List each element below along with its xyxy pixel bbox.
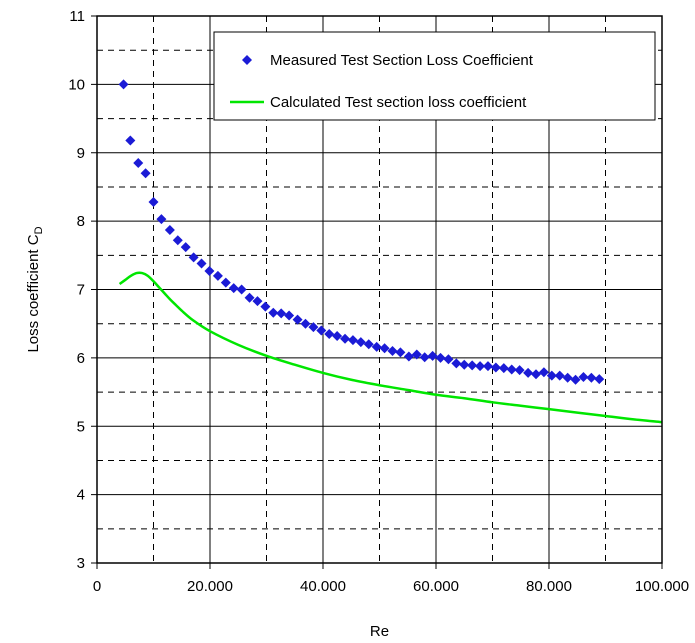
measured-data-point xyxy=(514,365,525,376)
measured-data-point xyxy=(435,352,446,363)
measured-data-point xyxy=(387,346,398,357)
measured-data-point xyxy=(252,296,263,307)
measured-data-point xyxy=(467,360,478,371)
y-axis-title-subscript: D xyxy=(33,226,45,234)
y-axis-title: Loss coefficient CD xyxy=(25,226,45,352)
x-axis-ticks: 0 20.000 40.000 60.000 80.000 100.000 xyxy=(93,563,689,595)
measured-data-point xyxy=(586,372,597,383)
measured-data-point xyxy=(228,283,239,294)
measured-data-point xyxy=(220,277,231,288)
calculated-loss-coefficient-line xyxy=(118,271,663,424)
measured-data-point xyxy=(347,335,358,346)
y-axis-title-main: Loss coefficient C xyxy=(25,234,42,352)
measured-data-point xyxy=(140,168,151,179)
y-tick-label: 4 xyxy=(77,487,85,504)
measured-data-point xyxy=(133,158,144,169)
measured-data-point xyxy=(172,235,183,246)
measured-data-point xyxy=(332,330,343,341)
measured-data-point xyxy=(284,310,295,321)
measured-data-point xyxy=(482,361,493,372)
measured-data-point xyxy=(411,349,422,360)
measured-data-point xyxy=(188,252,199,263)
measured-data-point xyxy=(531,369,542,380)
x-tick-label: 40.000 xyxy=(300,578,346,595)
x-tick-label: 80.000 xyxy=(526,578,572,595)
y-tick-label: 8 xyxy=(77,213,85,230)
plot-area-frame xyxy=(96,15,663,564)
measured-data-point xyxy=(443,354,454,365)
x-axis-title: Re xyxy=(370,623,389,640)
x-tick-label: 20.000 xyxy=(187,578,233,595)
x-tick-label: 100.000 xyxy=(635,578,689,595)
measured-data-point xyxy=(403,351,414,362)
x-tick-label: 60.000 xyxy=(413,578,459,595)
measured-data-point xyxy=(236,284,247,295)
y-tick-label: 5 xyxy=(77,418,85,435)
measured-data-point xyxy=(324,328,335,339)
measured-data-point xyxy=(212,270,223,281)
measured-data-point xyxy=(538,367,549,378)
measured-data-point xyxy=(459,359,470,370)
measured-data-point xyxy=(419,352,430,363)
y-tick-label: 11 xyxy=(69,8,85,25)
measured-data-point xyxy=(340,333,351,344)
measured-data-point xyxy=(427,350,438,361)
measured-data-point xyxy=(562,372,573,383)
measured-data-point xyxy=(244,292,255,303)
measured-data-point xyxy=(268,307,279,318)
measured-data-point xyxy=(371,341,382,352)
measured-data-point xyxy=(118,79,129,90)
measured-data-point xyxy=(180,242,191,253)
measured-data-point xyxy=(260,301,271,312)
measured-data-point xyxy=(148,196,159,207)
measured-data-point xyxy=(498,363,509,374)
measured-data-point xyxy=(308,322,319,333)
measured-data-point xyxy=(594,374,605,385)
y-tick-label: 7 xyxy=(77,282,85,299)
measured-data-point xyxy=(125,135,136,146)
measured-data-point xyxy=(355,337,366,348)
measured-data-point xyxy=(395,347,406,358)
measured-data-point xyxy=(316,325,327,336)
measured-data-point xyxy=(156,214,167,225)
measured-data-point xyxy=(292,314,303,325)
legend-label: Measured Test Section Loss Coefficient xyxy=(270,52,534,69)
measured-data-point xyxy=(506,364,517,375)
x-tick-label: 0 xyxy=(93,578,101,595)
measured-data-point xyxy=(554,370,565,381)
measured-data-point xyxy=(546,370,557,381)
legend-box xyxy=(213,31,656,121)
measured-data-point xyxy=(164,225,175,236)
y-tick-label: 3 xyxy=(77,555,85,572)
legend: Measured Test Section Loss Coefficient Ca… xyxy=(213,31,656,121)
measured-data-point xyxy=(570,374,581,385)
measured-data-point xyxy=(523,367,534,378)
legend-label: Calculated Test section loss coefficient xyxy=(270,94,527,111)
plot-area-series xyxy=(118,79,663,424)
measured-data-point xyxy=(300,318,311,329)
measured-data-point xyxy=(204,266,215,277)
y-tick-label: 10 xyxy=(68,76,85,93)
y-tick-label: 6 xyxy=(77,350,85,367)
measured-data-point xyxy=(276,308,287,319)
measured-data-point xyxy=(578,372,589,383)
measured-data-point xyxy=(451,358,462,369)
measured-data-point xyxy=(363,339,374,350)
y-axis-ticks: 3 4 5 6 7 8 9 10 11 xyxy=(68,8,97,572)
legend-diamond-swatch xyxy=(242,55,252,65)
measured-data-point xyxy=(490,362,501,373)
measured-data-point xyxy=(196,258,207,269)
y-tick-label: 9 xyxy=(77,145,85,162)
measured-data-point xyxy=(475,361,486,372)
measured-data-point xyxy=(379,343,390,354)
